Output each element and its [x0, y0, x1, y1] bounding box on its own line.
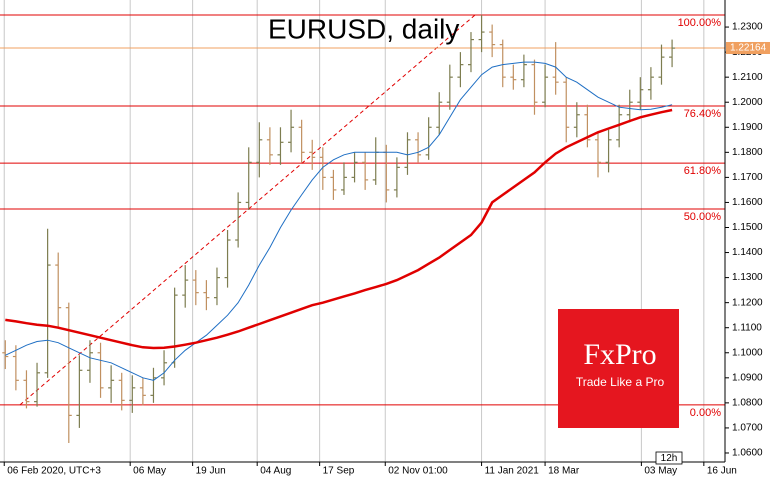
y-tick-label: 1.1200: [732, 297, 763, 308]
y-tick-label: 1.2000: [732, 97, 763, 108]
y-tick-label: 1.0800: [732, 398, 763, 409]
fib-label: 50.00%: [684, 211, 722, 223]
logo-brand: FxPro: [583, 338, 656, 371]
x-tick-label: 16 Jun: [707, 466, 737, 477]
x-tick-label: 06 May: [133, 466, 166, 477]
logo-box: [558, 309, 679, 428]
x-tick-label: 03 May: [644, 466, 677, 477]
y-tick-label: 1.2100: [732, 72, 763, 83]
y-tick-label: 1.0700: [732, 423, 763, 434]
y-tick-label: 1.1800: [732, 147, 763, 158]
y-tick-label: 1.1500: [732, 222, 763, 233]
x-tick-label: 04 Aug: [260, 466, 291, 477]
y-tick-label: 1.1600: [732, 197, 763, 208]
axis-layer: 1.23001.22001.21001.20001.19001.18001.17…: [3, 22, 770, 477]
x-tick-label: 11 Jan 2021: [485, 466, 540, 477]
x-tick-label: 17 Sep: [323, 466, 355, 477]
chart-title: EURUSD, daily: [268, 13, 459, 44]
fib-label: 76.40%: [684, 108, 722, 120]
period-badge: 12h: [661, 453, 678, 464]
x-tick-label: 06 Feb 2020, UTC+3: [7, 466, 101, 477]
current-price-box: [726, 42, 770, 55]
y-tick-label: 1.1400: [732, 247, 763, 258]
ma-layer: [5, 61, 673, 381]
fib-label: 0.00%: [690, 407, 721, 419]
y-tick-label: 1.1100: [732, 322, 762, 333]
x-tick-label: 18 Mar: [548, 466, 580, 477]
y-tick-label: 1.1000: [732, 347, 763, 358]
y-tick-label: 1.2300: [732, 22, 763, 33]
y-tick-label: 1.0900: [732, 372, 763, 383]
current-price-label: 1.22164: [730, 43, 767, 54]
y-tick-label: 1.1700: [732, 172, 763, 183]
moving-average: [5, 108, 673, 350]
fib-trend: [19, 14, 476, 406]
x-tick-label: 02 Nov 01:00: [388, 466, 448, 477]
y-tick-label: 1.0600: [732, 448, 763, 459]
period-badge-box: [655, 451, 683, 465]
fib-label: 61.80%: [684, 165, 722, 177]
y-tick-label: 1.1900: [732, 122, 763, 133]
moving-average: [5, 61, 673, 381]
logo-tagline: Trade Like a Pro: [576, 375, 665, 389]
x-tick-label: 19 Jun: [196, 466, 226, 477]
fib-label: 100.00%: [678, 17, 722, 29]
y-tick-label: 1.1300: [732, 272, 763, 283]
